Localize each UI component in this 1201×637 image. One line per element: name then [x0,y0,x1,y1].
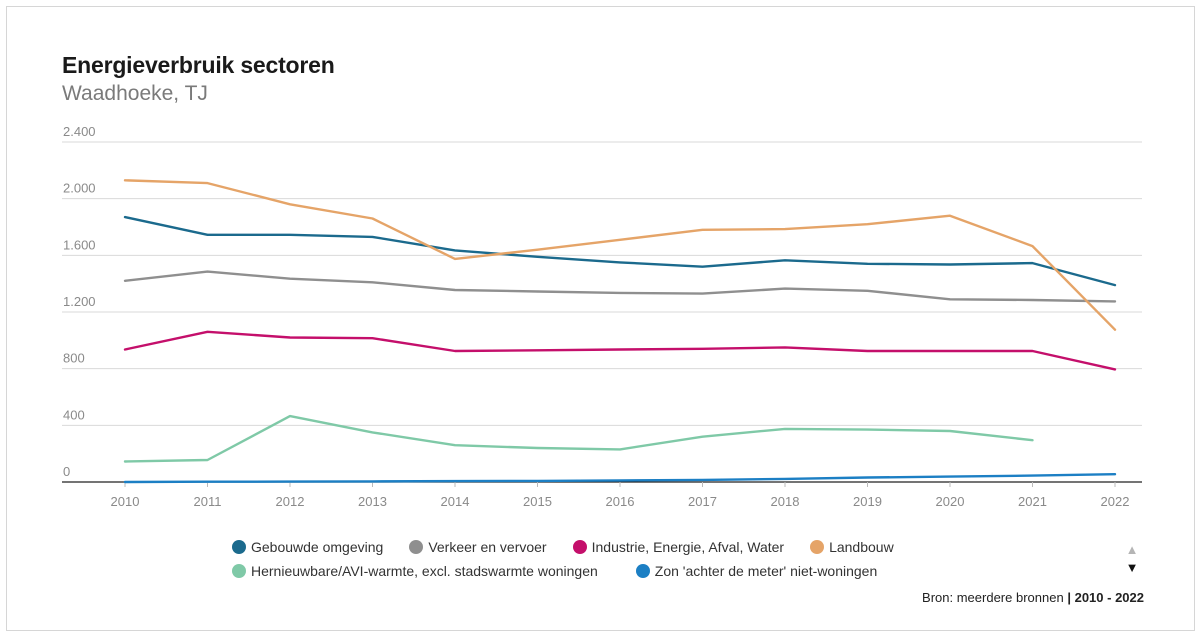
source-separator: | [1067,590,1071,605]
y-tick-label: 0 [63,464,70,479]
x-tick-label: 2014 [441,494,470,509]
chart-title: Energieverbruik sectoren [62,52,335,78]
legend-swatch-circle-icon [409,540,424,554]
legend-row-1: Gebouwde omgeving Verkeer en vervoer Ind… [232,535,992,559]
x-tick-label: 2011 [194,494,222,509]
series-line-1[interactable] [123,270,1117,303]
series-lines [123,179,1117,484]
legend-pager: ▲ ▼ [1125,541,1139,577]
legend-swatch-circle-icon [232,540,246,554]
legend-item-industrie[interactable]: Industrie, Energie, Afval, Water [572,539,785,555]
legend-swatch-circle-icon [635,564,650,578]
legend-label: Gebouwde omgeving [251,539,384,555]
x-tick-label: 2010 [111,494,140,509]
legend: Gebouwde omgeving Verkeer en vervoer Ind… [232,535,992,583]
x-tick-label: 2012 [276,494,305,509]
legend-swatch-circle-icon [232,564,246,578]
y-tick-label: 800 [63,351,85,366]
x-tick-label: 2021 [1018,494,1047,509]
y-tick-label: 2.000 [63,181,96,196]
y-tick-label: 400 [63,407,85,422]
x-tick-label: 2019 [853,494,882,509]
chart-subtitle: Waadhoeke, TJ [62,82,208,105]
legend-item-gebouwde-omgeving[interactable]: Gebouwde omgeving [232,539,383,555]
x-axis-ticks: 2010 2011 2012 2013 2014 2015 2016 2017 2018 2019… [111,482,1130,509]
x-tick-label: 2013 [358,494,387,509]
source-range: 2010 - 2022 [1074,590,1144,605]
series-line-0[interactable] [123,215,1117,287]
gridlines [62,141,1142,483]
series-line-4[interactable] [123,414,1034,463]
y-tick-label: 1.600 [63,237,96,252]
y-tick-label: 1.200 [63,294,96,309]
series-line-5[interactable] [123,473,1117,484]
legend-label: Hernieuwbare/AVI-warmte, excl. stadswarm… [251,563,598,579]
chart-card [6,6,1195,631]
legend-row-2: Hernieuwbare/AVI-warmte, excl. stadswarm… [232,559,992,583]
legend-label: Zon 'achter de meter' niet-woningen [654,563,878,579]
legend-swatch-circle-icon [810,540,825,554]
legend-item-verkeer-en-vervoer[interactable]: Verkeer en vervoer [409,539,547,555]
legend-item-zon-achter-de-meter[interactable]: Zon 'achter de meter' niet-woningen [635,563,878,579]
legend-label: Industrie, Energie, Afval, Water [591,539,785,555]
x-tick-label: 2018 [771,494,800,509]
x-tick-label: 2016 [606,494,635,509]
y-axis-ticks: 0 400 800 1.200 1.600 2.000 2.400 [63,124,96,479]
legend-label: Verkeer en vervoer [428,539,547,555]
x-tick-label: 2015 [523,494,552,509]
x-tick-label: 2022 [1101,494,1130,509]
legend-item-landbouw[interactable]: Landbouw [810,539,894,555]
legend-item-hernieuwbare-warmte[interactable]: Hernieuwbare/AVI-warmte, excl. stadswarm… [232,563,598,579]
legend-label: Landbouw [829,539,894,555]
x-tick-label: 2020 [936,494,965,509]
source-credit: Bron: meerdere bronnen | 2010 - 2022 [922,590,1144,605]
series-line-2[interactable] [123,330,1117,371]
series-line-3[interactable] [123,179,1117,331]
legend-swatch-circle-icon [572,540,587,554]
source-label: Bron: meerdere bronnen [922,590,1064,605]
legend-page-up-icon[interactable]: ▲ [1125,542,1139,557]
legend-page-down-icon[interactable]: ▼ [1125,560,1139,575]
x-tick-label: 2017 [688,494,717,509]
y-tick-label: 2.400 [63,124,96,139]
